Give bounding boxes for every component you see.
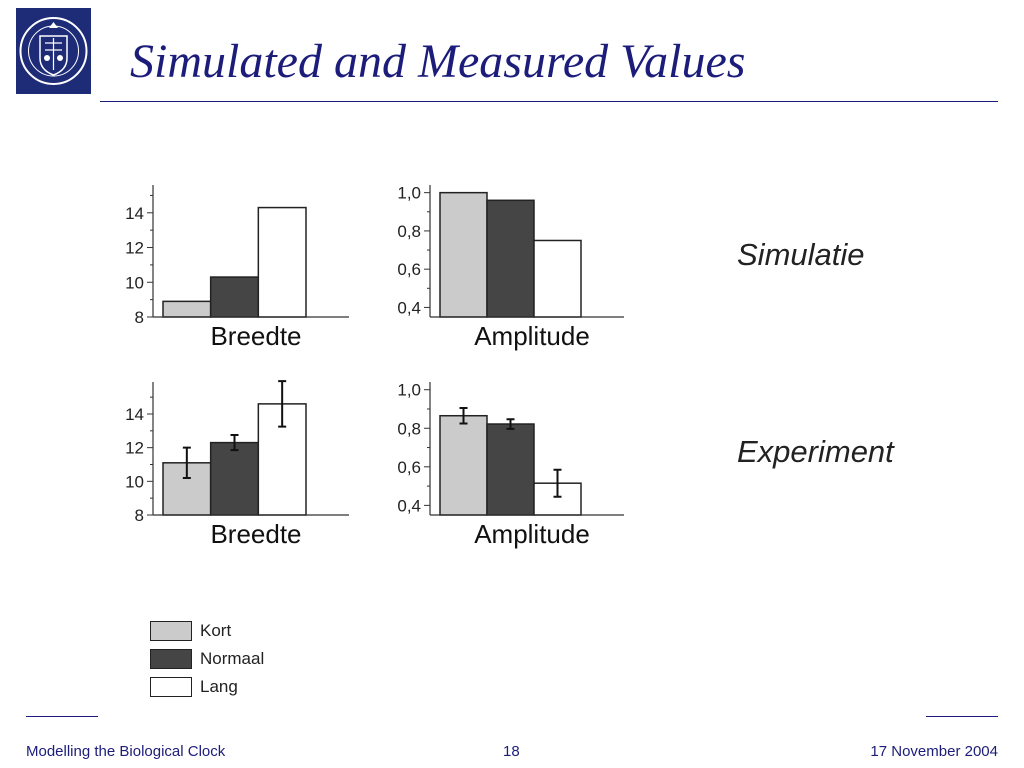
y-tick-label: 0,8 (397, 222, 421, 241)
bar-normaal (486, 199, 535, 318)
y-tick-label: 8 (135, 308, 144, 327)
error-bar (182, 446, 191, 479)
chart-exp-amplitude: 0,4 0,6 0,8 1,0 Amplitude (397, 381, 624, 549)
y-tick-label: 0,4 (397, 298, 421, 317)
y-tick-label: 8 (135, 506, 144, 525)
slide-number: 18 (503, 743, 520, 760)
legend-item-lang: Lang (150, 673, 264, 701)
bar-lang (533, 239, 582, 318)
chart-sim-breedte: 8 10 12 14 Breedte (125, 185, 349, 351)
legend-item-kort: Kort (150, 617, 264, 645)
y-tick-label: 10 (125, 273, 144, 292)
x-axis-label: Breedte (210, 321, 301, 351)
page-title: Simulated and Measured Values (130, 35, 746, 88)
error-bar (278, 380, 287, 428)
bar-normaal (486, 423, 535, 516)
legend-label: Kort (200, 621, 232, 640)
footer-rule-left (26, 716, 98, 717)
bar-kort (162, 300, 212, 318)
legend-item-normaal: Normaal (150, 645, 264, 673)
x-axis-label: Amplitude (474, 321, 590, 351)
chart-sim-amplitude: 0,4 0,6 0,8 1,0 Amplitude (397, 184, 624, 351)
x-axis-label: Breedte (210, 519, 301, 549)
chart-exp-breedte: 8 10 12 14 Breedte (125, 380, 349, 549)
bar-kort (439, 191, 488, 318)
legend-label: Lang (200, 677, 238, 696)
y-tick-label: 0,4 (397, 496, 421, 515)
error-bar (459, 407, 468, 425)
y-tick-label: 0,8 (397, 419, 421, 438)
error-bar (553, 468, 562, 498)
y-tick-label: 0,6 (397, 260, 421, 279)
y-tick-label: 10 (125, 472, 144, 491)
x-axis-label: Amplitude (474, 519, 590, 549)
experiment-label: Experiment (737, 434, 894, 469)
footer-rule-right (926, 716, 998, 717)
legend-swatch (150, 621, 192, 641)
bar-normaal (209, 441, 260, 516)
bar-kort (439, 414, 488, 516)
legend-swatch (150, 649, 192, 669)
footer-title: Modelling the Biological Clock (26, 743, 226, 760)
simulation-label: Simulatie (737, 237, 865, 272)
y-tick-label: 14 (125, 405, 144, 424)
footer-date: 17 November 2004 (870, 743, 998, 760)
university-seal-icon (16, 8, 91, 94)
legend-swatch (150, 677, 192, 697)
y-tick-label: 0,6 (397, 458, 421, 477)
y-tick-label: 1,0 (397, 381, 421, 400)
y-tick-label: 12 (125, 439, 144, 458)
y-tick-label: 14 (125, 204, 144, 223)
title-divider (100, 101, 998, 102)
legend-label: Normaal (200, 649, 265, 668)
y-tick-label: 1,0 (397, 184, 421, 203)
bar-normaal (209, 276, 260, 318)
y-tick-label: 12 (125, 239, 144, 258)
error-bar (506, 418, 515, 430)
legend: Kort Normaal Lang (150, 617, 264, 701)
bar-lang (257, 206, 307, 318)
error-bar (230, 434, 239, 452)
